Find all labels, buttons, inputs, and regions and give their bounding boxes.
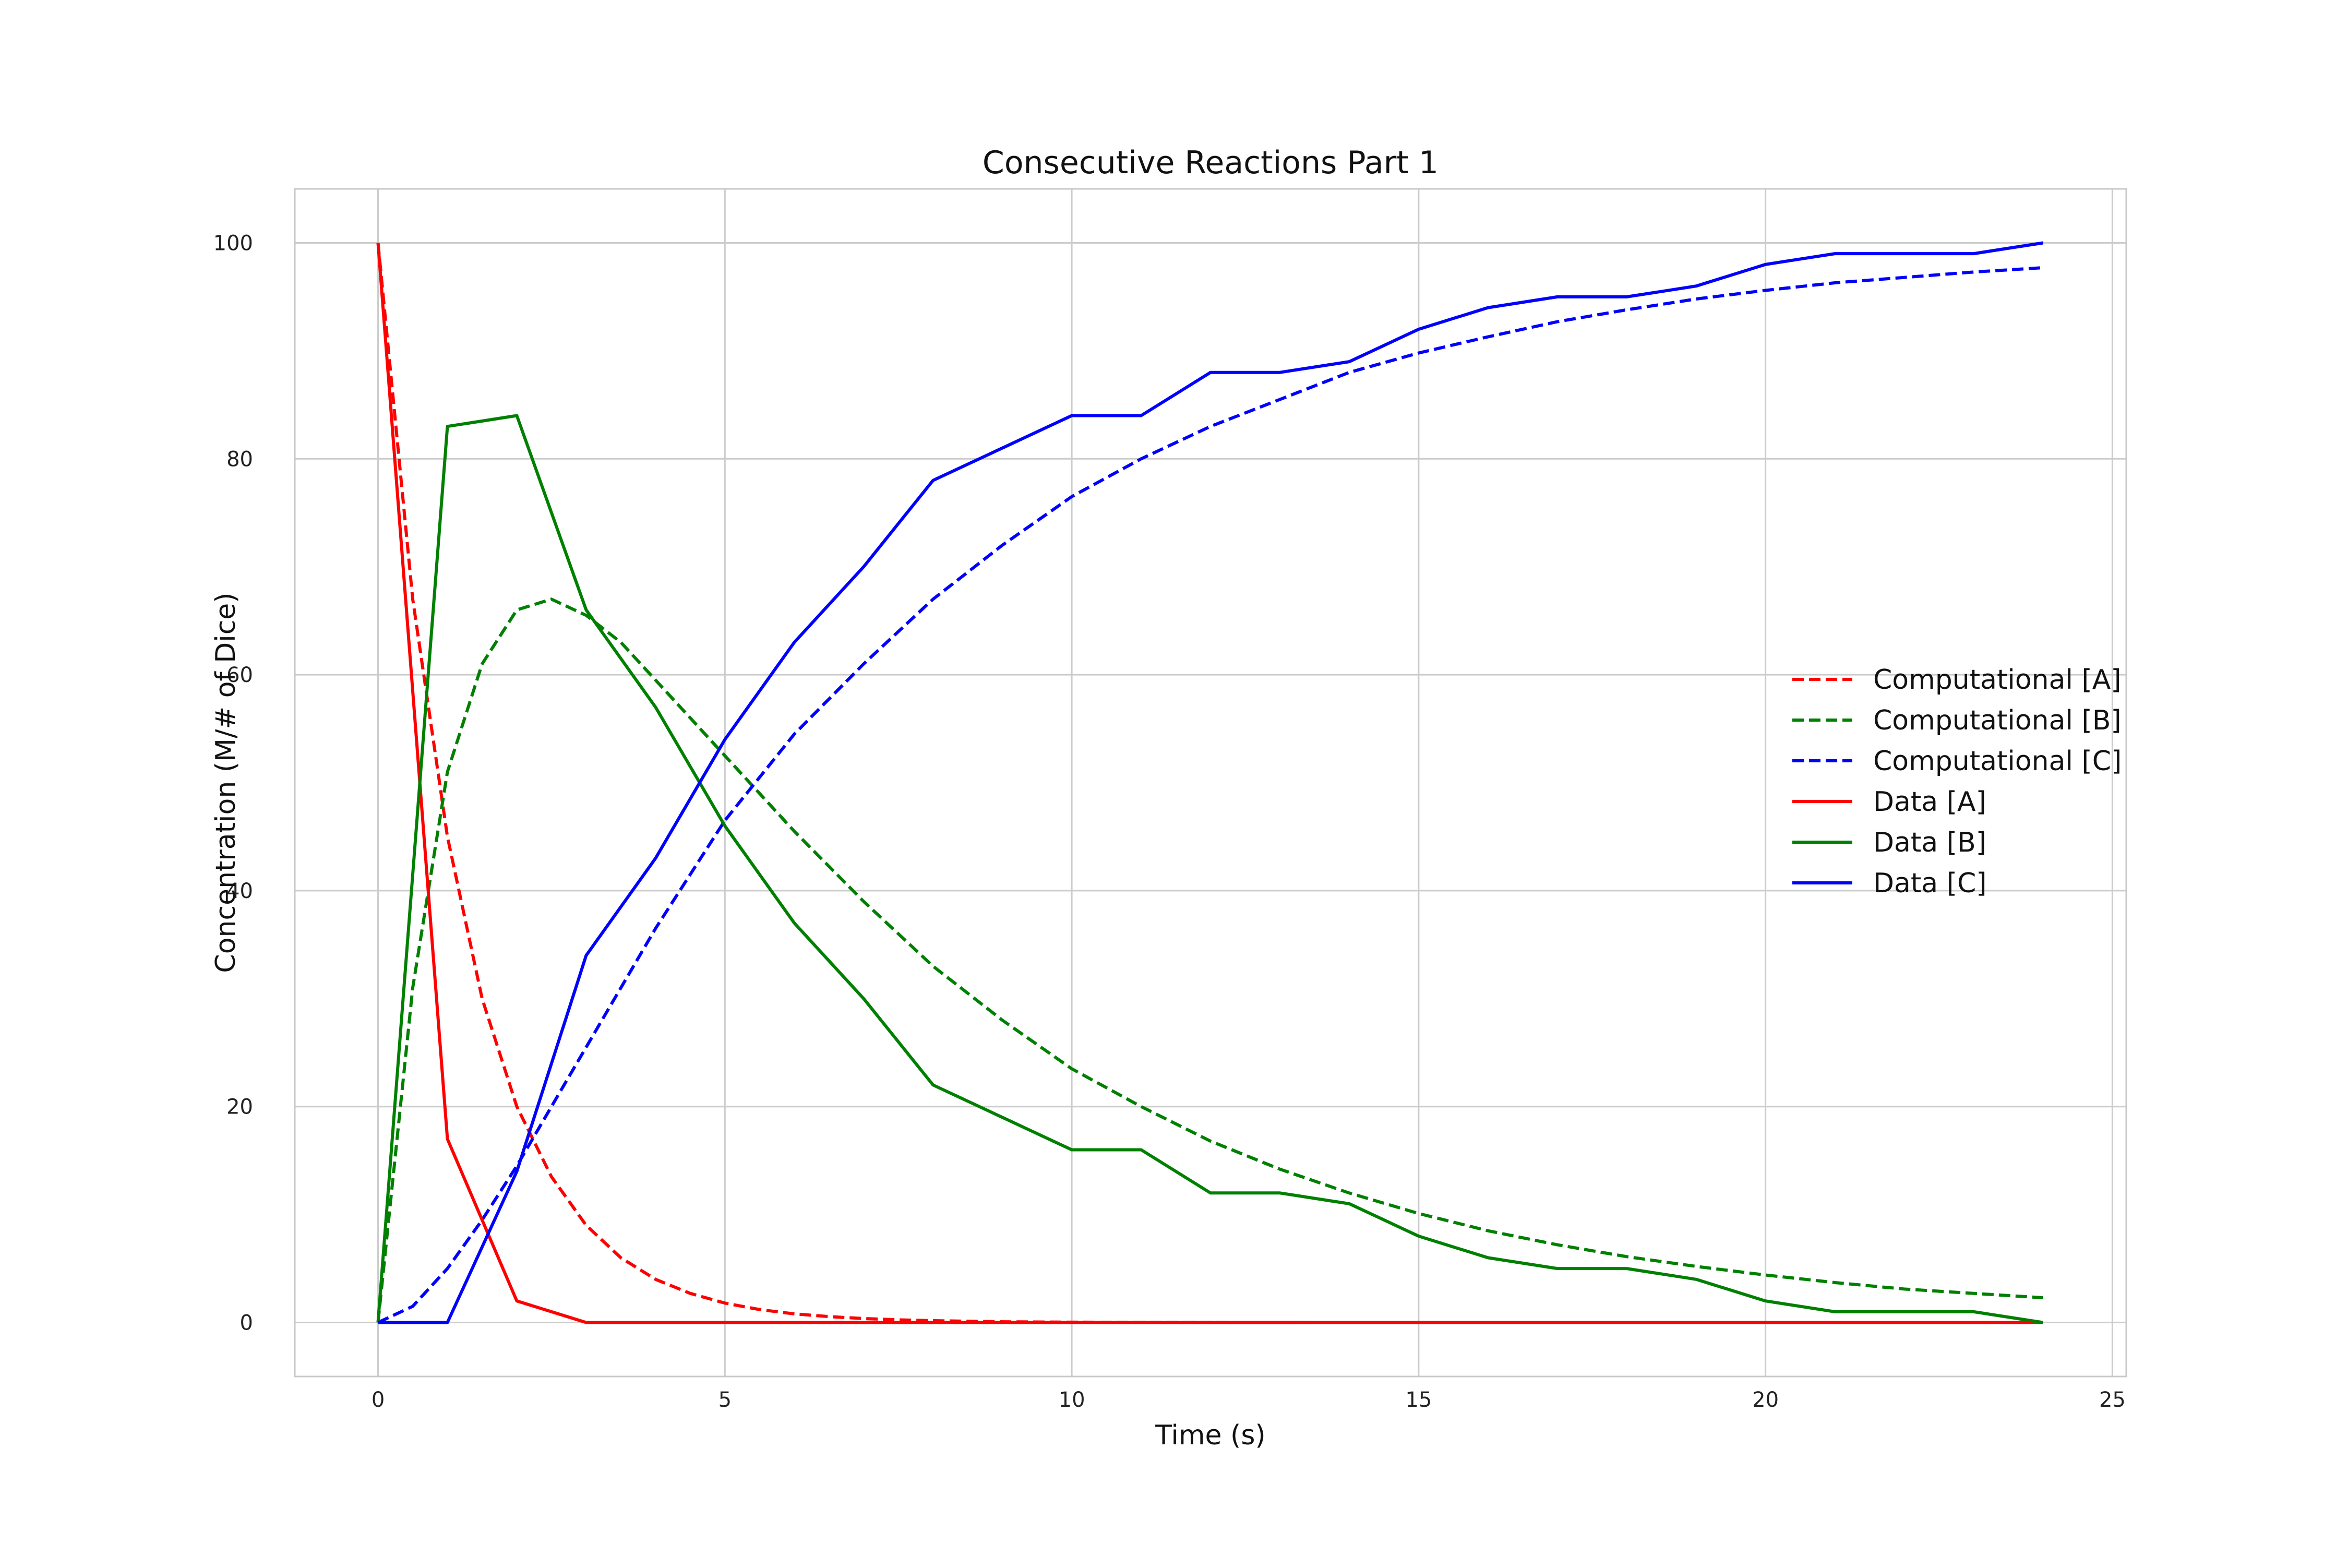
chart-title: Consecutive Reactions Part 1 bbox=[983, 145, 1439, 181]
x-tick-label: 20 bbox=[1752, 1388, 1779, 1412]
y-tick-label: 20 bbox=[226, 1095, 253, 1119]
legend: Computational [A] Computational [B] Comput… bbox=[1792, 664, 2122, 899]
series-line-6 bbox=[378, 241, 2043, 1324]
x-tick-label: 10 bbox=[1059, 1388, 1085, 1412]
series-line-2 bbox=[376, 597, 2043, 1323]
y-axis-label: Concentration (M/# of Dice) bbox=[210, 592, 242, 973]
series-line-1 bbox=[376, 243, 2043, 1324]
legend-label-2: Computational [B] bbox=[1873, 705, 2122, 736]
y-tick-label: 80 bbox=[226, 447, 253, 471]
legend-label-4: Data [A] bbox=[1873, 786, 1986, 818]
x-tick-label: 5 bbox=[718, 1388, 732, 1412]
tick-labels: 0 5 10 15 20 25 0 20 40 60 80 100 bbox=[213, 231, 2126, 1412]
plot-frame bbox=[294, 188, 2127, 1378]
series-line-4 bbox=[376, 243, 2043, 1324]
y-tick-label: 40 bbox=[226, 879, 253, 903]
x-tick-label: 25 bbox=[2099, 1388, 2126, 1412]
y-tick-label: 100 bbox=[213, 231, 253, 255]
x-tick-label: 15 bbox=[1405, 1388, 1432, 1412]
series-line-3 bbox=[377, 266, 2043, 1324]
y-tick-label: 60 bbox=[226, 663, 253, 687]
grid-lines bbox=[295, 189, 2126, 1377]
x-axis-label: Time (s) bbox=[1155, 1420, 1265, 1451]
legend-label-3: Computational [C] bbox=[1873, 746, 2122, 777]
x-tick-label: 0 bbox=[372, 1388, 385, 1412]
legend-label-1: Computational [A] bbox=[1873, 664, 2122, 696]
legend-label-5: Data [B] bbox=[1873, 827, 1986, 858]
series-lines bbox=[376, 241, 2043, 1324]
y-tick-label: 0 bbox=[240, 1311, 253, 1335]
legend-label-6: Data [C] bbox=[1873, 868, 1987, 899]
series-line-5 bbox=[376, 414, 2043, 1324]
